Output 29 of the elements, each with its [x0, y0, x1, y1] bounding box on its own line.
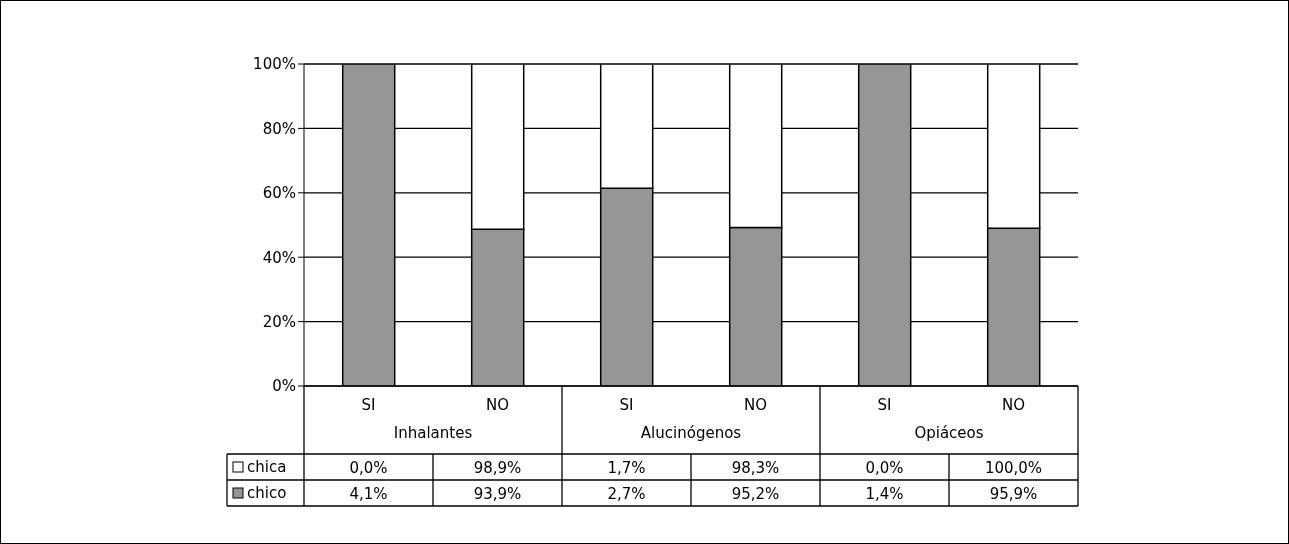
legend-label: chica [247, 458, 287, 476]
text: 0,0% [349, 459, 388, 477]
x-tick-label: SI [361, 396, 376, 414]
y-tick-label: 0% [272, 377, 296, 396]
x-tick-label: SI [619, 396, 634, 414]
y-tick-label: 60% [262, 184, 296, 203]
text: 1,7% [607, 459, 646, 477]
text: 1,4% [865, 485, 904, 503]
text: 95,2% [731, 485, 780, 503]
text: 98,9% [473, 459, 522, 477]
y-tick-label: 80% [262, 119, 296, 138]
x-tick-label: SI [877, 396, 892, 414]
legend-label: chico [247, 484, 287, 502]
text: 4,1% [349, 485, 388, 503]
text: 100,0% [984, 459, 1043, 477]
x-tick-label: NO [485, 396, 510, 414]
text: 0,0% [865, 459, 904, 477]
y-tick-label: 20% [262, 312, 296, 331]
x-tick-label: NO [743, 396, 768, 414]
y-tick-label: 100% [253, 55, 296, 74]
text: Opiáceos [914, 424, 984, 442]
text: 2,7% [607, 485, 646, 503]
y-tick-label: 40% [262, 248, 296, 267]
text: Alucinógenos [640, 424, 742, 442]
text: Inhalantes [393, 424, 473, 442]
text: 98,3% [731, 459, 780, 477]
text: 93,9% [473, 485, 522, 503]
x-tick-label: NO [1001, 396, 1026, 414]
text: 95,9% [989, 485, 1038, 503]
